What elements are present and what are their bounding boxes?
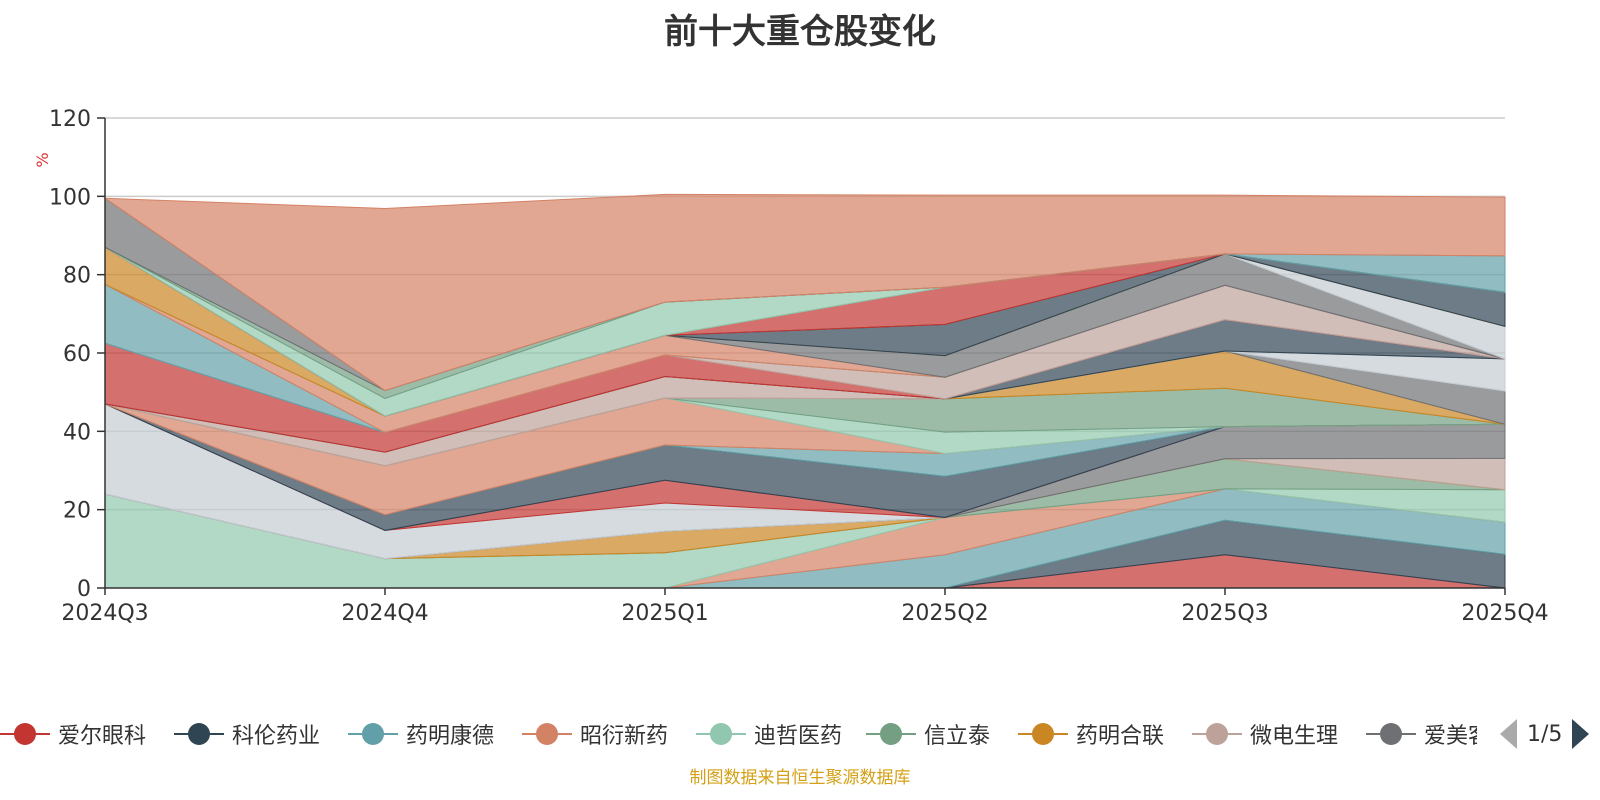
legend-item[interactable]: 信立泰 — [866, 714, 990, 754]
legend-item[interactable]: 药明合联 — [1018, 714, 1164, 754]
legend-item[interactable]: 爱美客 — [1366, 714, 1477, 754]
legend-next-page-button[interactable] — [1572, 719, 1590, 749]
legend-marker-icon — [696, 714, 746, 754]
legend-items: 爱尔眼科 科伦药业 药明康德 昭衍新药 迪哲医药 信立泰 药明合联 微电生理 爱美客 — [0, 714, 1477, 754]
legend-marker-icon — [1366, 714, 1416, 754]
chart-title: 前十大重仓股变化 — [664, 12, 936, 52]
source-note: 制图数据来自恒生聚源数据库 — [689, 768, 911, 788]
legend-label: 爱美客 — [1424, 724, 1477, 749]
legend-item[interactable]: 药明康德 — [348, 714, 494, 754]
legend-pager: 1/5 — [1500, 714, 1590, 754]
x-tick-label: 2024Q3 — [61, 601, 148, 626]
y-tick-label: 80 — [63, 264, 91, 289]
legend-item[interactable]: 爱尔眼科 — [0, 714, 146, 754]
legend-label: 爱尔眼科 — [58, 724, 147, 749]
legend-label: 微电生理 — [1250, 724, 1339, 749]
legend-marker-icon — [0, 714, 50, 754]
y-tick-label: 60 — [63, 342, 91, 367]
legend-marker-icon — [1192, 714, 1242, 754]
legend-label: 科伦药业 — [232, 724, 321, 749]
legend: 爱尔眼科 科伦药业 药明康德 昭衍新药 迪哲医药 信立泰 药明合联 微电生理 爱美客 — [0, 714, 1600, 754]
legend-label: 药明康德 — [406, 724, 495, 749]
legend-item[interactable]: 昭衍新药 — [522, 714, 668, 754]
area-series-group — [103, 193, 1506, 589]
x-tick-label: 2025Q3 — [1181, 601, 1268, 626]
x-tick-label: 2025Q4 — [1461, 601, 1548, 626]
legend-item[interactable]: 迪哲医药 — [696, 714, 842, 754]
legend-prev-page-button[interactable] — [1500, 719, 1517, 749]
legend-marker-icon — [522, 714, 572, 754]
y-tick-label: 20 — [63, 499, 91, 524]
y-tick-label: 120 — [49, 107, 91, 132]
legend-label: 迪哲医药 — [754, 724, 843, 749]
x-tick-label: 2025Q1 — [621, 601, 708, 626]
legend-label: 药明合联 — [1076, 724, 1165, 749]
legend-label: 信立泰 — [924, 724, 991, 749]
y-tick-label: 100 — [49, 185, 91, 210]
legend-item[interactable]: 科伦药业 — [174, 714, 320, 754]
stacked-area-chart: 0 20 40 60 80 100 120 2024Q3 2024Q4 2025Q1 2025Q2 2… — [33, 107, 1549, 626]
x-tick-label: 2024Q4 — [341, 601, 428, 626]
legend-label: 昭衍新药 — [580, 724, 669, 749]
y-tick-label: 0 — [77, 577, 91, 602]
y-axis-label: % — [33, 152, 52, 167]
legend-marker-icon — [174, 714, 224, 754]
legend-page-indicator: 1/5 — [1527, 721, 1563, 747]
y-tick-label: 40 — [63, 420, 91, 445]
area-series-34 — [103, 193, 1506, 392]
legend-marker-icon — [1018, 714, 1068, 754]
legend-item[interactable]: 微电生理 — [1192, 714, 1338, 754]
legend-marker-icon — [348, 714, 398, 754]
axes: 0 20 40 60 80 100 120 2024Q3 2024Q4 2025Q1 2025Q2 2… — [33, 107, 1549, 626]
x-tick-label: 2025Q2 — [901, 601, 988, 626]
legend-marker-icon — [866, 714, 916, 754]
